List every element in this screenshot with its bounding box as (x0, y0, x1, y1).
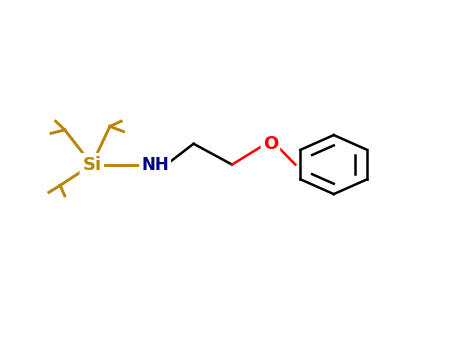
Text: O: O (263, 135, 278, 153)
Text: NH: NH (141, 156, 169, 174)
Text: Si: Si (82, 156, 101, 174)
